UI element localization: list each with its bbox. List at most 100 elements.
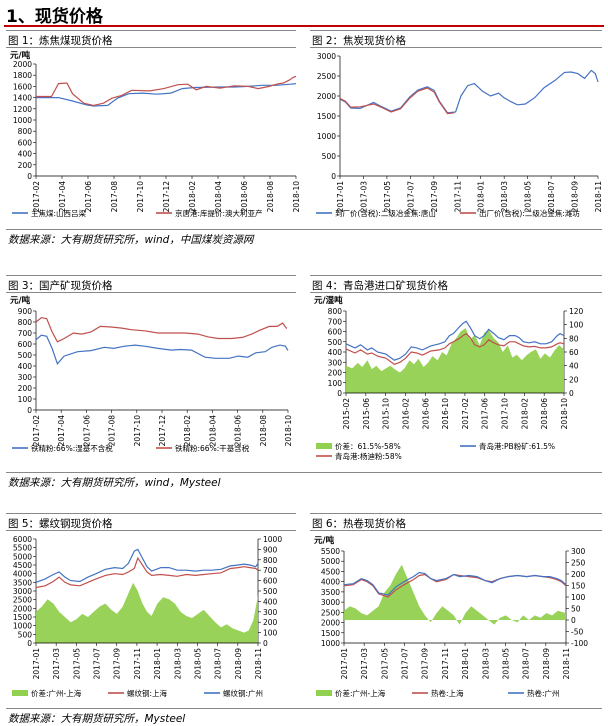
x-tick-label: 2016-06 xyxy=(421,398,430,430)
series-2-line xyxy=(343,571,567,596)
x-tick-label: 2017-01 xyxy=(340,648,349,680)
x-tick-label: 2018-03 xyxy=(173,648,182,680)
series-0-area xyxy=(346,328,564,393)
x-tick-label: 2018-05 xyxy=(193,648,202,680)
y-tick-label: 1000 xyxy=(13,622,32,631)
x-tick-label: 2017-08 xyxy=(110,181,119,213)
series-1-line xyxy=(345,320,565,361)
y-tick-label: 5500 xyxy=(13,544,32,553)
x-tick-label: 2018-11 xyxy=(562,648,571,680)
y-tick-label: 1500 xyxy=(13,613,32,622)
fig4-title: 图 4：青岛港进口矿现货价格 xyxy=(312,280,449,292)
x-tick-label: 2017-02 xyxy=(32,181,41,213)
x-tick-label: 2018-07 xyxy=(547,181,556,213)
fig5-title: 图 5：螺纹钢现货价格 xyxy=(8,518,113,530)
chart-qingdao-import-ore: 元/湿吨010020030040050060070080002040608010… xyxy=(314,295,584,461)
y-tick-label: 0 xyxy=(27,639,32,648)
x-tick-label: 2016-02 xyxy=(401,398,410,430)
y2-tick-label: 60 xyxy=(569,348,579,357)
y2-tick-label: 400 xyxy=(263,597,278,606)
y-tick-label: 200 xyxy=(328,369,343,378)
legend-label-1: 出厂价(含税):二级冶金焦:潍坊 xyxy=(479,208,580,218)
row3-bottom-rule xyxy=(6,708,602,709)
x-tick-label: 2017-06 xyxy=(481,398,490,430)
series-0-line xyxy=(35,334,289,365)
y2-tick-label: 100 xyxy=(569,321,584,330)
y2-tick-label: 80 xyxy=(569,334,579,343)
y-tick-label: 3500 xyxy=(321,588,340,597)
y-tick-label: 1500 xyxy=(317,112,336,121)
x-tick-label: 2018-01 xyxy=(477,181,486,213)
y-tick-label: 700 xyxy=(328,317,343,326)
y-tick-label: 4500 xyxy=(321,567,340,576)
x-tick-label: 2015-02 xyxy=(342,398,351,430)
y-tick-label: 1000 xyxy=(321,639,340,648)
y2-tick-label: 600 xyxy=(263,577,278,586)
legend-swatch-0 xyxy=(316,690,332,696)
x-tick-label: 2017-01 xyxy=(336,181,345,213)
series-1-line xyxy=(35,316,288,343)
x-tick-label: 2018-09 xyxy=(234,648,243,680)
legend-label-0: 主焦煤:山西吕梁 xyxy=(31,208,87,218)
y-tick-label: 3000 xyxy=(321,598,340,607)
x-tick-label: 2017-07 xyxy=(401,648,410,680)
chart-hot-rolled-coil: 元/吨1000150020002500300035004000450050005… xyxy=(314,535,588,698)
row1-bottom-rule xyxy=(6,229,602,230)
legend-label-2: 螺纹钢:广州 xyxy=(223,688,263,698)
y2-tick-label: 300 xyxy=(571,547,586,556)
x-tick-label: 2018-05 xyxy=(501,648,510,680)
x-tick-label: 2018-09 xyxy=(542,648,551,680)
row2-bottom-rule xyxy=(6,472,602,473)
y-tick-label: 3000 xyxy=(317,52,336,61)
x-tick-label: 2018-04 xyxy=(208,415,217,447)
y-tick-label: 5500 xyxy=(321,547,340,556)
legend-label-1: 热卷:上海 xyxy=(431,688,464,698)
y2-tick-label: 300 xyxy=(263,608,278,617)
x-tick-label: 2018-01 xyxy=(461,648,470,680)
y-tick-label: 2500 xyxy=(321,608,340,617)
source-note-2: 数据来源：大有期货研究所，wind，Mysteel xyxy=(8,477,221,489)
x-tick-label: 2017-11 xyxy=(441,648,450,680)
y2-tick-label: 0 xyxy=(571,616,576,625)
legend-label-2: 热卷:广州 xyxy=(527,688,560,698)
fig3-title-rule xyxy=(6,292,296,293)
x-tick-label: 2017-06 xyxy=(84,181,93,213)
x-tick-label: 2017-10 xyxy=(501,398,510,430)
fig6-title-rule xyxy=(310,530,602,531)
y-tick-label: 1500 xyxy=(321,629,340,638)
x-tick-label: 2017-10 xyxy=(133,415,142,447)
y2-tick-label: 200 xyxy=(571,570,586,579)
x-tick-label: 2017-05 xyxy=(380,648,389,680)
y-tick-label: 400 xyxy=(18,362,33,371)
x-tick-label: 2018-10 xyxy=(284,415,293,447)
y2-tick-label: 50 xyxy=(571,605,581,614)
legend-swatch-0 xyxy=(12,690,28,696)
y-tick-label: 500 xyxy=(18,351,33,360)
x-tick-label: 2017-02 xyxy=(461,398,470,430)
y2-tick-label: 0 xyxy=(569,389,574,398)
x-tick-label: 2018-02 xyxy=(520,398,529,430)
fig4-top-rule xyxy=(310,275,602,276)
y2-tick-label: 800 xyxy=(263,556,278,565)
y-axis-unit: 元/湿吨 xyxy=(314,295,343,306)
y-tick-label: 700 xyxy=(18,329,33,338)
x-tick-label: 2017-03 xyxy=(359,181,368,213)
legend-label-1: 铁精粉:66%:干基含税 xyxy=(175,443,250,453)
fig5-title-rule xyxy=(6,530,296,531)
legend-label-0: 到厂价(含税):二级冶金焦:唐山 xyxy=(335,208,436,218)
y-tick-label: 200 xyxy=(18,161,33,170)
y-tick-label: 600 xyxy=(18,340,33,349)
x-tick-label: 2017-12 xyxy=(158,415,167,447)
series-2-line xyxy=(345,332,565,365)
x-tick-label: 2018-06 xyxy=(540,398,549,430)
y-tick-label: 2000 xyxy=(321,619,340,628)
y-tick-label: 500 xyxy=(18,630,33,639)
y2-tick-label: -50 xyxy=(571,628,583,637)
x-tick-label: 2018-08 xyxy=(266,181,275,213)
y-tick-label: 5000 xyxy=(321,557,340,566)
x-tick-label: 2017-07 xyxy=(406,181,415,213)
y2-tick-label: 20 xyxy=(569,375,579,384)
legend-label-1: 螺纹钢:上海 xyxy=(127,688,168,698)
x-tick-label: 2017-08 xyxy=(108,415,117,447)
y2-tick-label: 900 xyxy=(263,545,278,554)
